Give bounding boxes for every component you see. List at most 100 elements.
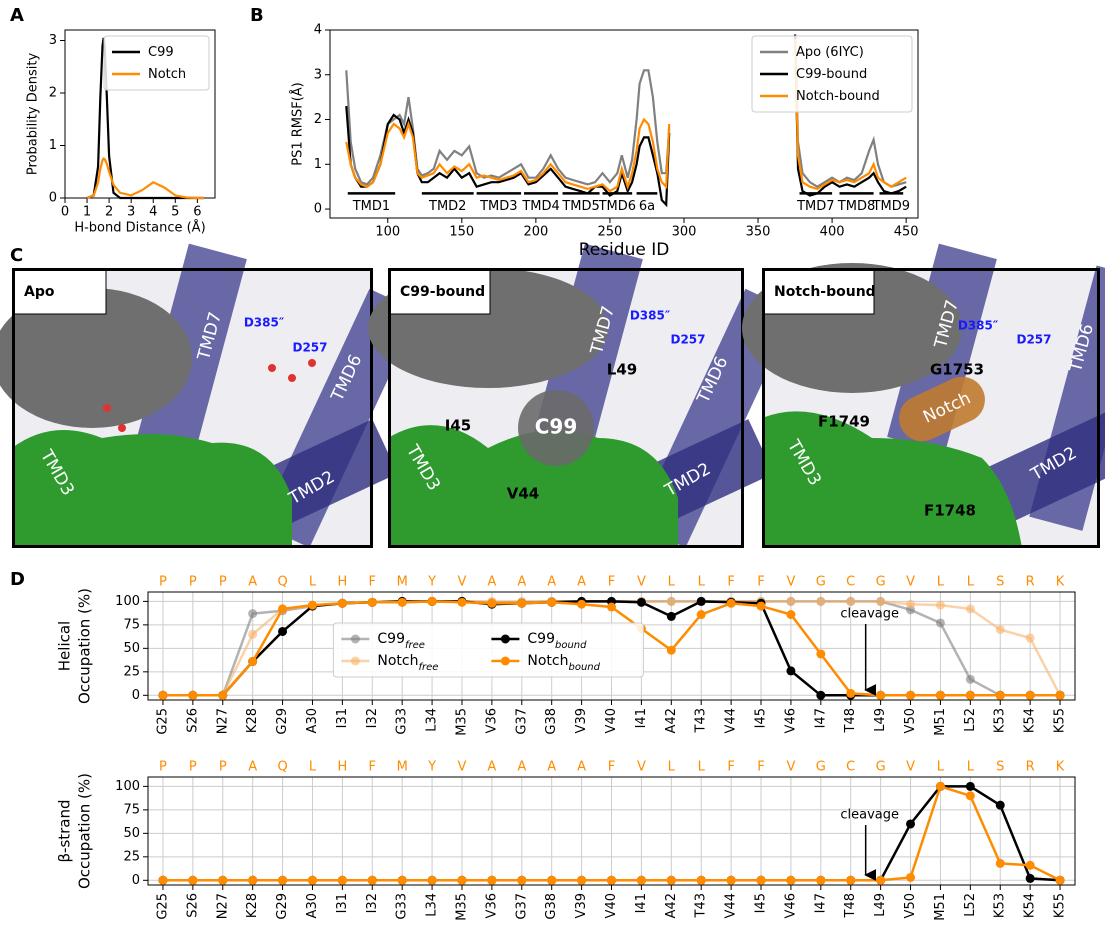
y-tick-label: 50	[123, 826, 140, 841]
x-tick-label: N27	[215, 708, 230, 734]
y-tick-label: 2	[49, 86, 57, 101]
x-tick-label: A42	[664, 708, 679, 733]
region-label: TMD3	[479, 199, 517, 214]
legend-label: C99free	[377, 631, 425, 651]
x-tick-label: 300	[672, 225, 697, 240]
residue-letter: H	[337, 575, 347, 590]
point	[935, 600, 945, 610]
point	[876, 690, 886, 700]
legend-label: C99-bound	[796, 67, 867, 82]
point	[756, 601, 766, 611]
residue-letter: V	[458, 575, 467, 590]
x-tick-label: K54	[1023, 893, 1038, 918]
x-tick-label: N27	[215, 893, 230, 919]
point	[1025, 633, 1035, 643]
x-tick-label: L34	[425, 893, 440, 917]
point	[278, 626, 288, 636]
point	[816, 875, 826, 885]
point	[876, 875, 886, 885]
x-tick-label: S26	[185, 708, 200, 733]
series-line	[345, 34, 907, 208]
x-tick-label: 350	[746, 225, 771, 240]
series-line	[86, 157, 204, 200]
y-tick-label: 1	[49, 138, 57, 153]
x-tick-label: K28	[245, 708, 260, 733]
y-tick-label: 1	[314, 157, 322, 172]
residue-letter: A	[577, 575, 586, 590]
residue-letter: F	[369, 760, 376, 775]
structure-label: V44	[507, 485, 539, 503]
plot-frame	[147, 776, 1076, 886]
residue-letter: A	[547, 760, 556, 775]
point	[248, 656, 258, 666]
panel-letter: A	[10, 5, 24, 26]
residue-letter: V	[637, 760, 646, 775]
point	[786, 875, 796, 885]
point	[846, 688, 856, 698]
legend-label: C99bound	[527, 631, 587, 651]
y-tick-label: 25	[123, 664, 140, 679]
point	[278, 604, 288, 614]
point	[1055, 875, 1065, 885]
residue-letter: L	[937, 575, 945, 590]
x-tick-label: 250	[598, 225, 623, 240]
point	[696, 596, 706, 606]
point	[816, 596, 826, 606]
residue-letter: V	[458, 760, 467, 775]
annotation: cleavage	[840, 607, 899, 622]
x-tick-label: L52	[963, 708, 978, 732]
point	[696, 875, 706, 885]
structure-image	[0, 243, 420, 548]
point	[367, 597, 377, 607]
annotation: cleavage	[840, 808, 899, 823]
residue-letter: K	[1056, 760, 1065, 775]
residue-letter: L	[668, 575, 676, 590]
residue-letter: P	[159, 575, 167, 590]
residue-letter: F	[727, 575, 734, 590]
x-tick-label: V39	[574, 708, 589, 733]
point	[846, 875, 856, 885]
x-tick-label: 150	[449, 225, 474, 240]
point	[517, 875, 527, 885]
point	[607, 875, 616, 885]
residue-letter: A	[577, 760, 586, 775]
point	[786, 596, 796, 606]
point	[935, 618, 945, 628]
residue-letter: P	[219, 575, 227, 590]
y-axis-label: β-strand	[56, 799, 74, 862]
residue-letter: A	[487, 575, 496, 590]
residue-letter: F	[757, 760, 764, 775]
point	[636, 597, 646, 607]
structure-label: D257	[670, 333, 705, 347]
region-label: TMD9	[872, 199, 910, 214]
x-tick-label: K55	[1053, 708, 1068, 733]
point	[965, 690, 975, 700]
point	[607, 602, 616, 612]
y-tick-label: 4	[314, 23, 322, 38]
structure-title: C99-bound	[400, 284, 485, 300]
residue-letter: Q	[277, 575, 287, 590]
point	[188, 690, 198, 700]
x-tick-label: L34	[425, 708, 440, 732]
residue-letter: H	[337, 760, 347, 775]
point	[995, 858, 1005, 868]
residue-letter: R	[1026, 575, 1035, 590]
residue-letter: L	[309, 760, 317, 775]
point	[158, 875, 168, 885]
x-tick-label: L49	[873, 893, 888, 917]
residue-letter: V	[637, 575, 646, 590]
y-axis-label: Helical	[56, 621, 74, 671]
residue-letter: G	[876, 575, 886, 590]
point	[337, 598, 347, 608]
region-label: TMD1	[352, 199, 390, 214]
region-label: TMD7	[796, 199, 834, 214]
y-tick-label: 3	[49, 33, 57, 48]
structure-label: D385″	[630, 309, 671, 323]
point	[995, 800, 1005, 810]
y-tick-label: 75	[123, 802, 140, 817]
region-label: TMD8	[837, 199, 875, 214]
point	[666, 611, 676, 621]
residue-letter: L	[698, 575, 706, 590]
residue-letter: A	[487, 760, 496, 775]
